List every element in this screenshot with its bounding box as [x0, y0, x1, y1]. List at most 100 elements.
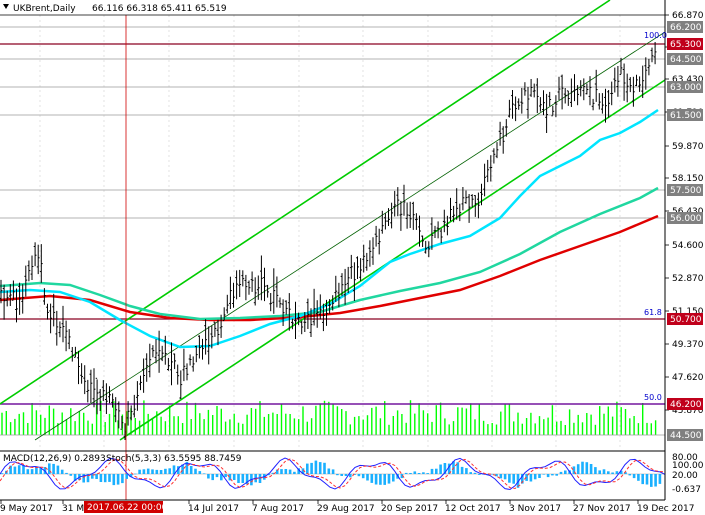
- date-tick-label: 7 Aug 2017: [252, 504, 304, 514]
- macd-hist-bar: [370, 474, 374, 483]
- macd-hist-bar: [409, 473, 412, 474]
- header: UKBrent,Daily 66.116 66.318 65.411 65.51…: [3, 4, 227, 14]
- macd-hist-bar: [645, 474, 649, 485]
- macd-hist-bar: [125, 474, 128, 479]
- macd-hist-bar: [288, 469, 292, 474]
- macd-hist-bar: [525, 474, 528, 481]
- level-tag-label: 57.500: [670, 186, 702, 196]
- macd-hist-bar: [232, 474, 236, 480]
- macd-hist-bar: [521, 474, 524, 484]
- macd-hist-bar: [0, 473, 4, 474]
- macd-hist-bar: [60, 469, 64, 474]
- horizontal-levels: [0, 26, 665, 436]
- macd-hist-bar: [151, 469, 154, 474]
- osc-tick-label: -0.637: [672, 485, 701, 495]
- macd-hist-bar: [602, 469, 606, 474]
- macd-hist-bar: [237, 474, 240, 483]
- macd-hist-bar: [17, 465, 21, 474]
- macd-hist-bar: [344, 474, 348, 476]
- macd-hist-bar: [435, 468, 438, 474]
- macd-hist-bar: [615, 471, 619, 474]
- macd-hist-bar: [598, 470, 601, 474]
- level-tag-label: 63.000: [670, 83, 702, 93]
- level-tag-label: 44.500: [670, 431, 702, 441]
- date-tick-label: 20 Sep 2017: [381, 504, 438, 514]
- fib-label: 50.0: [644, 393, 662, 402]
- macd-hist-bar: [361, 474, 365, 479]
- macd-hist-bar: [413, 471, 417, 474]
- macd-hist-bar: [374, 474, 378, 485]
- macd-hist-bar: [624, 472, 627, 474]
- macd-hist-bar: [82, 474, 85, 483]
- macd-hist-bar: [198, 471, 202, 474]
- macd-hist-bar: [589, 464, 593, 474]
- macd-hist-bar: [65, 472, 68, 474]
- level-tag: [667, 38, 703, 50]
- macd-hist-bar: [155, 469, 159, 474]
- macd-hist-bar: [499, 474, 503, 479]
- macd-hist-bar: [280, 469, 283, 474]
- macd-hist-bar: [185, 461, 189, 474]
- date-tick-label: 19 Dec 2017: [637, 504, 695, 514]
- level-tag: [667, 313, 703, 325]
- level-tag-label: 50.700: [670, 315, 702, 325]
- macd-hist-bar: [91, 474, 94, 479]
- macd-hist-bar: [301, 468, 305, 474]
- macd-hist-bar: [112, 474, 116, 486]
- fib-label: 61.8: [644, 308, 662, 317]
- macd-hist-bar: [447, 463, 451, 474]
- price-bars: [0, 42, 657, 440]
- macd-label: MACD(12,26,9) 0.2893: [3, 454, 106, 464]
- macd-hist-bar: [327, 468, 331, 474]
- macd-hist-bar: [69, 474, 73, 476]
- macd-hist-bar: [9, 465, 12, 474]
- macd-hist-bar: [456, 462, 460, 474]
- macd-hist-bar: [134, 473, 137, 475]
- macd-hist-bar: [284, 469, 288, 474]
- macd-hist-bar: [417, 473, 421, 474]
- symbol-label: UKBrent,Daily: [13, 4, 76, 14]
- price-tick-label: 49.370: [672, 340, 704, 350]
- macd-hist-bar: [95, 474, 98, 479]
- macd-hist-bar: [658, 474, 662, 484]
- macd-hist-bar: [357, 474, 361, 477]
- level-tag: [667, 81, 703, 93]
- macd-hist-bar: [159, 470, 163, 474]
- macd-hist-bar: [611, 472, 614, 474]
- dropdown-triangle-icon[interactable]: [3, 4, 9, 9]
- macd-hist-bar: [224, 474, 227, 478]
- macd-hist-bar: [39, 468, 42, 474]
- level-tag-label: 61.500: [670, 111, 702, 121]
- macd-hist-bar: [271, 472, 275, 474]
- macd-hist-bar: [142, 469, 146, 474]
- macd-hist-bar: [469, 472, 472, 474]
- macd-hist-bar: [353, 474, 356, 475]
- macd-hist-bar: [245, 474, 249, 485]
- macd-hist-bar: [258, 474, 262, 483]
- macd-hist-bar: [559, 471, 563, 474]
- macd-hist-bar: [129, 474, 133, 477]
- macd-hist-bar: [177, 466, 180, 474]
- macd-hist-bar: [538, 474, 541, 478]
- date-tick-label: 14 Jul 2017: [188, 504, 239, 514]
- macd-hist-bar: [181, 464, 184, 474]
- macd-hist-bar: [164, 468, 167, 474]
- price-tick-label: 47.620: [672, 373, 704, 383]
- macd-hist-bar: [650, 474, 653, 487]
- level-tag-label: 65.300: [670, 40, 702, 50]
- macd-hist-bar: [207, 474, 210, 479]
- level-tag: [667, 53, 703, 65]
- macd-hist-bar: [443, 463, 447, 474]
- volume-histogram: [1, 400, 657, 435]
- crosshair-date-label: 2017.06.22 00:00: [87, 503, 168, 513]
- macd-hist-bar: [632, 474, 636, 479]
- macd-hist-bar: [576, 464, 580, 474]
- level-tag-label: 66.200: [670, 23, 702, 33]
- level-tag-label: 46.200: [670, 400, 702, 410]
- macd-hist-bar: [121, 474, 124, 484]
- macd-hist-bar: [430, 468, 434, 474]
- macd-hist-bar: [564, 470, 567, 474]
- macd-hist-bar: [478, 474, 481, 475]
- macd-hist-bar: [13, 466, 17, 474]
